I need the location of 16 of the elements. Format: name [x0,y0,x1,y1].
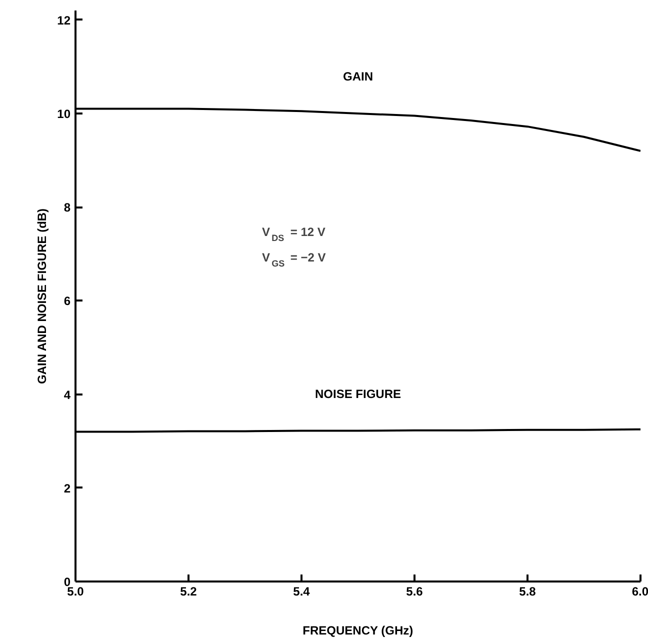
x-tick-label: 5.0 [67,584,84,598]
x-axis-title: FREQUENCY (GHz) [302,624,414,638]
y-axis-title: GAIN AND NOISE FIGURE (dB) [35,208,50,384]
text: NOISE FIGURE [314,386,402,401]
x-tick-label: 5.2 [180,584,198,598]
y-tick-label: 4 [64,388,71,402]
y-tick-label: 12 [57,13,71,28]
x-tick-label: 5.8 [519,584,536,598]
x-tick-label: 5.4 [293,584,310,598]
y-tick-label: 8 [64,200,71,215]
text: GAIN [343,69,373,84]
y-tick-label: 10 [57,106,71,121]
y-tick-label: 6 [64,294,71,308]
x-tick-label: 5.6 [406,584,424,598]
x-tick-label: 6.0 [632,584,648,598]
y-tick-label: 2 [64,481,71,496]
